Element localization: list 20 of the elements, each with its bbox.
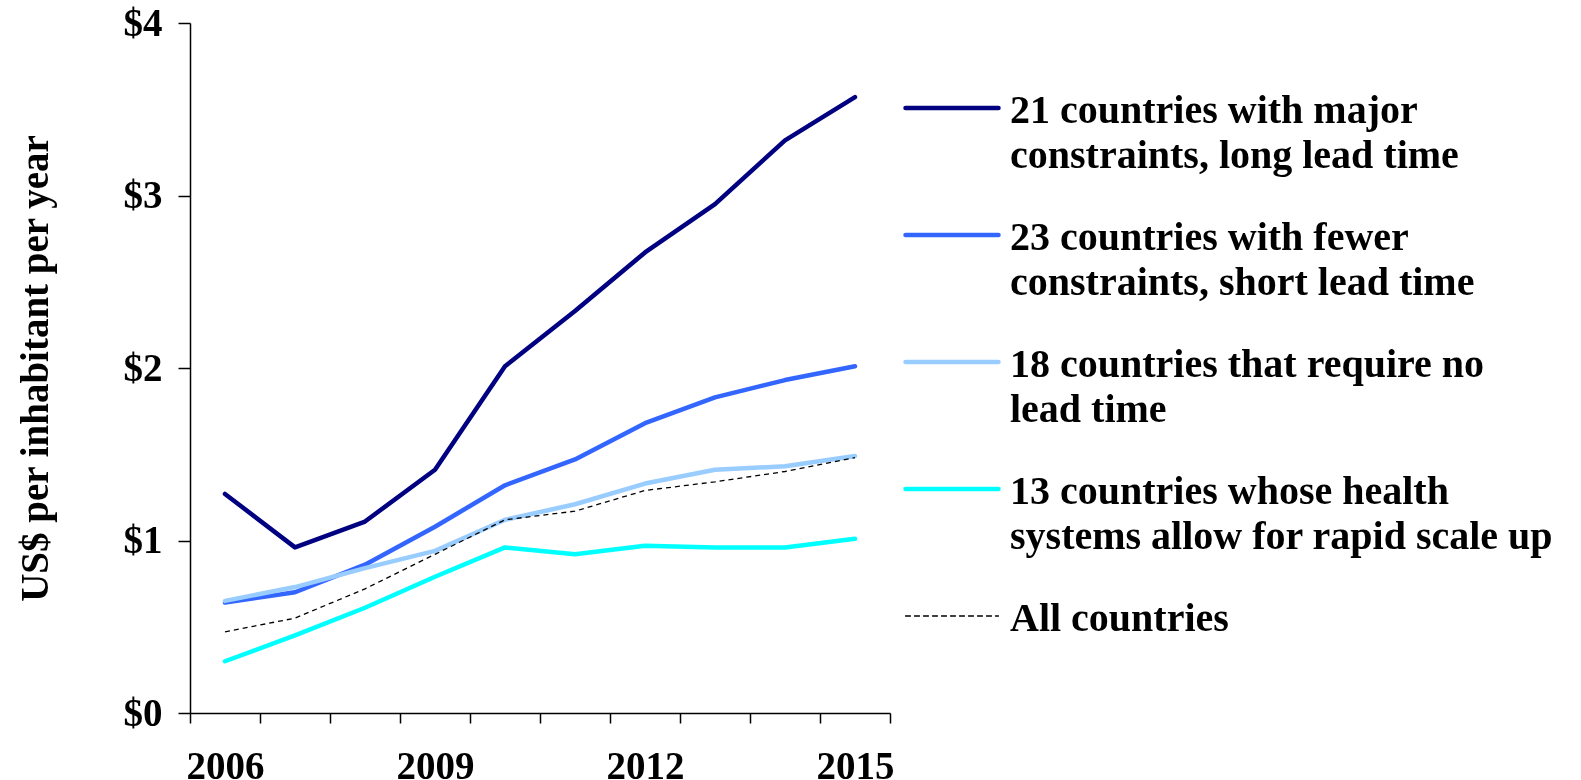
legend-label: 23 countries with fewer constraints, short lead time <box>1010 214 1475 304</box>
line-series <box>222 536 858 664</box>
x-tick-label: 2009 <box>396 743 475 780</box>
legend-label: All countries <box>1010 595 1229 640</box>
legend-label: 18 countries that require no lead time <box>1010 341 1485 431</box>
line-series <box>224 457 856 633</box>
legend-label: 21 countries with major constraints, long lead time <box>1010 87 1459 177</box>
x-tick-label: 2012 <box>606 743 685 780</box>
y-tick-label: $4 <box>123 0 163 44</box>
legend-label: 13 countries whose health systems allow for rapid scale up <box>1010 468 1553 558</box>
y-tick-label: $0 <box>123 690 163 734</box>
y-tick-label: $3 <box>123 173 163 216</box>
x-tick-label: 2015 <box>816 743 895 780</box>
line-series <box>222 94 858 550</box>
y-tick-label: $1 <box>123 518 163 561</box>
y-tick-label: $2 <box>123 345 163 389</box>
x-tick-label: 2006 <box>186 743 265 780</box>
line-series <box>222 453 858 604</box>
y-axis-title: US$ per inhabitant per year <box>12 135 57 602</box>
line-series <box>222 364 858 605</box>
